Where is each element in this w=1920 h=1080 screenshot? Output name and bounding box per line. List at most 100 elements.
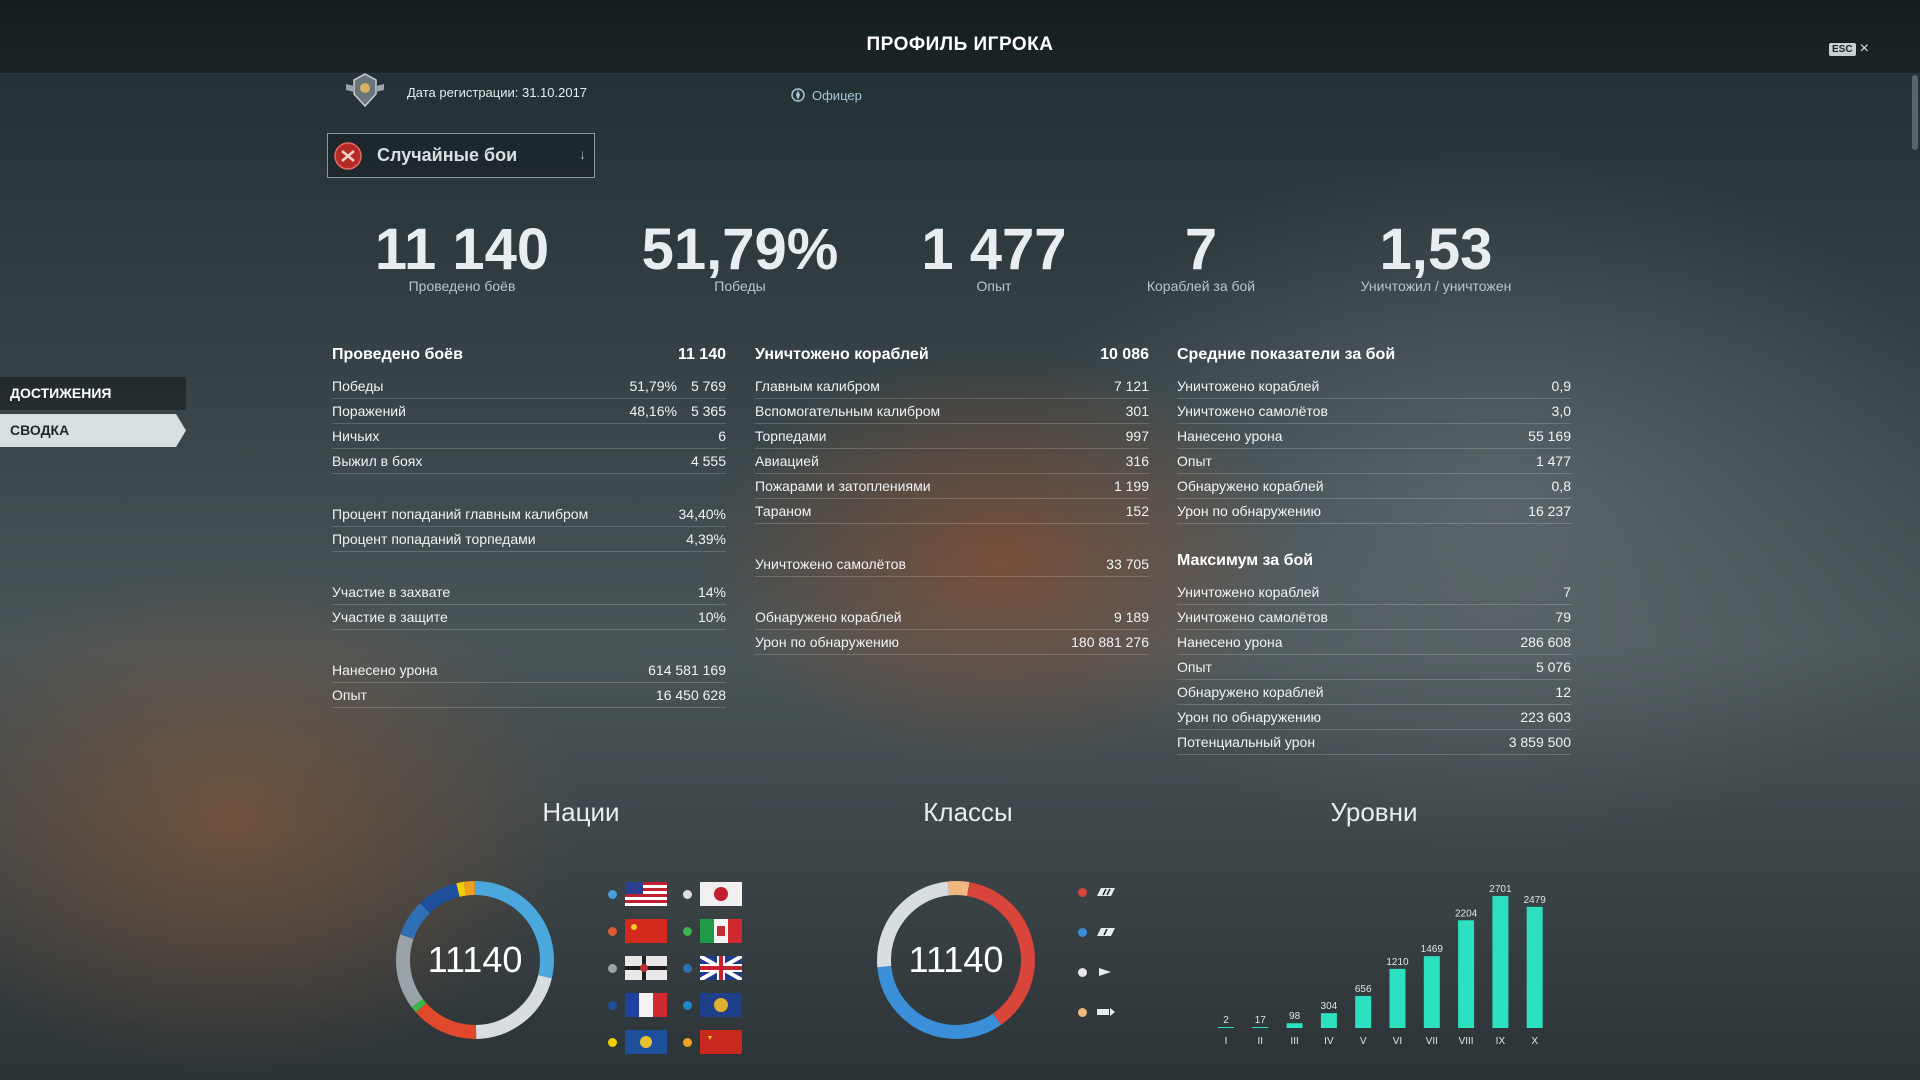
- tier-bar-VI[interactable]: [1389, 968, 1406, 1028]
- rank-label: Офицер: [812, 87, 862, 103]
- tier-axis-label: VII: [1426, 1036, 1438, 1047]
- row-value: 55 169: [1528, 428, 1571, 444]
- table-row: Участие в защите 10%: [332, 605, 726, 630]
- table-row: Уничтожено кораблей 7: [1177, 580, 1571, 605]
- tier-bar-X[interactable]: [1526, 906, 1543, 1028]
- tier-bar-VIII[interactable]: [1458, 920, 1475, 1028]
- tier-bar-VII[interactable]: [1423, 956, 1440, 1028]
- stat-value: 1,53: [1379, 217, 1493, 282]
- table-row: Участие в захвате 14%: [332, 580, 726, 605]
- battleship-icon: [1097, 888, 1115, 896]
- clan-emblem-icon: [346, 73, 384, 108]
- legend-dot: [608, 963, 617, 973]
- legend-item-uk[interactable]: [683, 956, 742, 980]
- nav-achievements[interactable]: ДОСТИЖЕНИЯ: [0, 377, 186, 410]
- tiers-bar-chart: 2 I 17 II 98 III 304 IV 656 V 1210 VI 1469 VII 2204 VII…: [1218, 884, 1546, 1047]
- stat-label: Кораблей за бой: [1146, 278, 1256, 294]
- stat-label: Опыт: [976, 278, 1012, 294]
- tier-bar-IX[interactable]: [1492, 896, 1509, 1028]
- tier-axis-label: III: [1290, 1036, 1298, 1047]
- tier-bar-II[interactable]: [1252, 1027, 1269, 1028]
- tier-bar-III[interactable]: [1286, 1023, 1303, 1028]
- stat-experience: 1 477 Опыт: [879, 218, 1109, 295]
- nations-donut-chart[interactable]: 11140: [391, 876, 559, 1044]
- table-row: Урон по обнаружению 16 237: [1177, 499, 1571, 524]
- classes-legend: [1078, 886, 1138, 1026]
- row-label: Авиацией: [755, 453, 819, 469]
- row-value: 152: [1125, 503, 1149, 519]
- tier-bar-I[interactable]: [1218, 1027, 1234, 1028]
- header-label: Проведено боёв: [332, 346, 463, 363]
- legend-dot: [608, 889, 617, 899]
- table-row: Победы 51,79% 5 769: [332, 374, 726, 399]
- legend-item-germany[interactable]: [608, 956, 667, 980]
- battle-mode-dropdown[interactable]: Случайные бои ↓: [327, 133, 595, 178]
- rank-icon: [791, 88, 805, 102]
- legend-item-battleship[interactable]: [1078, 886, 1117, 898]
- row-label: Пожарами и затоплениями: [755, 478, 931, 494]
- tier-bar-V[interactable]: [1355, 995, 1372, 1028]
- usa-flag-icon: [625, 882, 667, 906]
- table-row: Уничтожено самолётов 33 705: [755, 552, 1149, 577]
- legend-item-ussr[interactable]: [683, 1030, 742, 1054]
- legend-item-panasia[interactable]: [608, 919, 667, 943]
- nations-title: Нации: [542, 797, 620, 827]
- tier-axis-label: V: [1360, 1036, 1367, 1047]
- stat-wins: 51,79% Победы: [625, 218, 855, 295]
- player-rank: Офицер: [790, 87, 862, 103]
- table-row: Обнаружено кораблей 12: [1177, 680, 1571, 705]
- tier-value-label: 2204: [1455, 908, 1478, 919]
- legend-dot: [683, 963, 692, 973]
- table-row: Выжил в боях 4 555: [332, 449, 726, 474]
- table-row: Опыт 1 477: [1177, 449, 1571, 474]
- legend-item-usa[interactable]: [608, 882, 667, 906]
- row-value: 3 859 500: [1508, 734, 1571, 750]
- tier-axis-label: IX: [1496, 1036, 1506, 1047]
- row-label: Поражений: [332, 403, 406, 419]
- stat-ships-per-battle: 7 Кораблей за бой: [1086, 218, 1316, 295]
- legend-dot: [683, 889, 692, 899]
- row-label: Нанесено урона: [1177, 634, 1283, 650]
- row-value: 79: [1555, 609, 1571, 625]
- row-value: 7: [1563, 584, 1571, 600]
- nav-summary[interactable]: СВОДКА: [0, 414, 186, 447]
- row-label: Обнаружено кораблей: [755, 609, 902, 625]
- legend-dot: [1078, 967, 1087, 977]
- close-button[interactable]: ESC ×: [1829, 40, 1869, 58]
- legend-item-japan[interactable]: [683, 882, 742, 906]
- row-label: Ничьих: [332, 428, 380, 444]
- legend-item-panamerica[interactable]: [608, 1030, 667, 1054]
- tier-axis-label: VI: [1393, 1036, 1402, 1047]
- row-label: Опыт: [1177, 453, 1212, 469]
- tier-axis-label: IV: [1324, 1036, 1334, 1047]
- tier-value-label: 2479: [1524, 895, 1546, 906]
- legend-item-cruiser[interactable]: [1078, 926, 1117, 938]
- row-value: 997: [1125, 428, 1149, 444]
- stat-battles: 11 140 Проведено боёв: [347, 218, 577, 295]
- tier-value-label: 98: [1289, 1011, 1301, 1022]
- averages-column: Средние показатели за бой Уничтожено кор…: [1177, 346, 1571, 755]
- legend-dot: [683, 1037, 692, 1047]
- legend-item-carrier[interactable]: [1078, 1006, 1117, 1018]
- legend-dot: [683, 926, 692, 936]
- legend-item-commonwealth[interactable]: [683, 993, 742, 1017]
- column-subheader: Максимум за бой: [1177, 552, 1314, 569]
- classes-donut-chart[interactable]: 11140: [872, 876, 1040, 1044]
- row-value: 301: [1125, 403, 1149, 419]
- row-label: Выжил в боях: [332, 453, 423, 469]
- table-row: Обнаружено кораблей 0,8: [1177, 474, 1571, 499]
- header-value: 10 086: [1100, 346, 1149, 363]
- row-value: 223 603: [1520, 709, 1571, 725]
- legend-item-destroyer[interactable]: [1078, 966, 1117, 978]
- tier-bar-IV[interactable]: [1320, 1013, 1337, 1028]
- row-value: 6: [718, 428, 726, 444]
- row-value: 1 477: [1535, 453, 1571, 469]
- column-header: Средние показатели за бой: [1177, 346, 1571, 370]
- scrollbar[interactable]: [1912, 75, 1918, 150]
- legend-dot: [608, 1037, 617, 1047]
- row-label: Участие в захвате: [332, 584, 451, 600]
- china-flag-icon: [625, 919, 667, 943]
- legend-item-france[interactable]: [608, 993, 667, 1017]
- legend-item-italy[interactable]: [683, 919, 742, 943]
- row-label: Опыт: [1177, 659, 1212, 675]
